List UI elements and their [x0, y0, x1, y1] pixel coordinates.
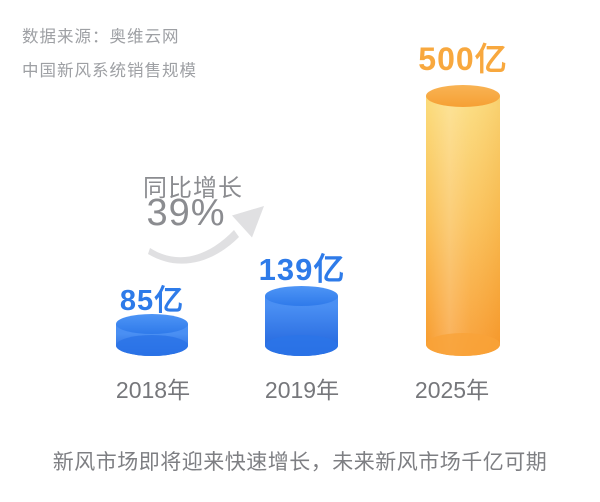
growth-annotation-value: 39% [146, 192, 226, 234]
bar-value-label-2025: 500亿 [418, 41, 508, 77]
bar-value-label-2019: 139亿 [258, 252, 346, 287]
data-source-text: 数据来源：奥维云网 [22, 28, 180, 46]
chart-title-text: 中国新风系统销售规模 [22, 62, 197, 80]
bar-value-label-2018: 85亿 [119, 285, 185, 317]
cylinder-bar-2018 [116, 314, 188, 356]
growth-arrow-icon [148, 206, 264, 264]
axis-label-2019: 2019年 [264, 377, 340, 403]
chart-caption: 新风市场即将迎来快速增长，未来新风市场千亿可期 [52, 451, 548, 474]
cylinder-bar-2025 [426, 85, 500, 356]
axis-label-2018: 2018年 [115, 377, 191, 403]
growth-annotation-label: 同比增长 [143, 175, 243, 202]
cylinder-bar-2019 [265, 286, 338, 356]
axis-label-2025: 2025年 [414, 377, 490, 403]
